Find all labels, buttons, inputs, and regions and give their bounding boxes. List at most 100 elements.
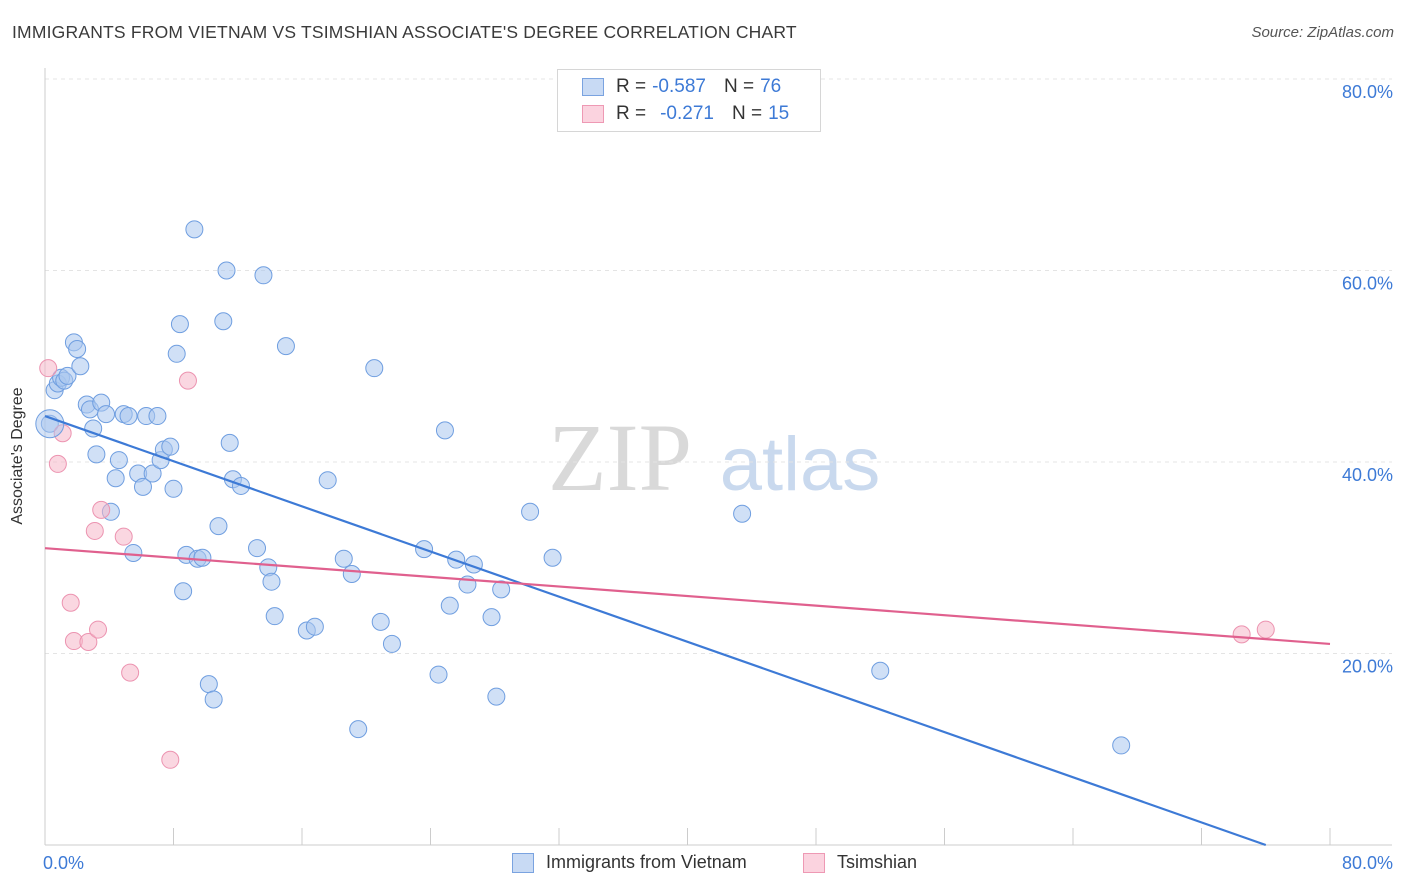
point-vietnam bbox=[487, 687, 506, 706]
point-vietnam bbox=[371, 612, 390, 631]
point-tsimshian bbox=[39, 359, 58, 378]
point-vietnam bbox=[334, 549, 353, 568]
point-vietnam bbox=[209, 517, 228, 536]
legend-n-label: N = bbox=[731, 103, 763, 124]
point-vietnam bbox=[185, 220, 204, 239]
legend-r-label: R = bbox=[616, 103, 647, 124]
trend-lines bbox=[44, 415, 1331, 847]
point-vietnam bbox=[204, 690, 223, 709]
point-vietnam bbox=[170, 315, 189, 334]
trend-line-vietnam bbox=[44, 415, 1267, 847]
point-vietnam bbox=[68, 340, 87, 359]
point-vietnam bbox=[382, 634, 401, 653]
point-vietnam bbox=[97, 405, 116, 424]
point-vietnam bbox=[543, 548, 562, 567]
point-vietnam bbox=[871, 661, 890, 680]
point-vietnam bbox=[58, 366, 77, 385]
point-vietnam bbox=[521, 502, 540, 521]
point-vietnam bbox=[109, 451, 128, 470]
point-vietnam bbox=[124, 543, 143, 562]
point-vietnam bbox=[482, 608, 501, 627]
bottom-legend-tsimshian: Tsimshian bbox=[803, 852, 917, 873]
bottom-legend-swatch-tsimshian bbox=[803, 852, 825, 873]
point-tsimshian bbox=[121, 663, 140, 682]
legend: R = -0.587 N = 76 R = -0.271 N = 15 bbox=[557, 69, 821, 132]
legend-r-value: -0.587 bbox=[652, 76, 706, 97]
point-tsimshian bbox=[61, 593, 80, 612]
point-vietnam bbox=[87, 445, 106, 464]
point-tsimshian bbox=[79, 633, 98, 652]
point-vietnam bbox=[174, 582, 193, 601]
source-label: Source: ZipAtlas.com bbox=[1251, 24, 1394, 41]
point-vietnam bbox=[167, 344, 186, 363]
point-vietnam bbox=[276, 337, 295, 356]
legend-r-value: -0.271 bbox=[660, 103, 714, 124]
legend-r-label: R = bbox=[616, 76, 647, 97]
legend-n-value: 15 bbox=[768, 103, 790, 124]
bottom-legend-swatch-vietnam bbox=[512, 852, 534, 873]
watermark-atlas: atlas bbox=[720, 422, 881, 507]
grid-lines bbox=[45, 78, 1392, 654]
trend-line-tsimshian bbox=[44, 547, 1331, 646]
point-tsimshian bbox=[161, 750, 180, 769]
bottom-legend-label-tsimshian: Tsimshian bbox=[837, 852, 918, 872]
chart-title: IMMIGRANTS FROM VIETNAM VS TSIMSHIAN ASS… bbox=[12, 22, 797, 42]
y-tick-label: 20.0% bbox=[1342, 657, 1393, 677]
point-vietnam bbox=[143, 464, 162, 483]
point-vietnam bbox=[119, 407, 138, 426]
point-vietnam bbox=[220, 433, 239, 452]
legend-swatch-vietnam bbox=[582, 78, 604, 96]
point-vietnam bbox=[349, 720, 368, 739]
point-vietnam bbox=[164, 479, 183, 498]
watermark-zip: ZIP bbox=[548, 404, 692, 511]
point-vietnam bbox=[733, 504, 752, 523]
point-tsimshian bbox=[178, 371, 197, 390]
legend-n-label: N = bbox=[723, 76, 755, 97]
point-tsimshian bbox=[1232, 625, 1251, 644]
legend-row-tsimshian: R = -0.271 N = 15 bbox=[582, 103, 789, 125]
point-vietnam bbox=[318, 471, 337, 490]
point-tsimshian bbox=[85, 521, 104, 540]
y-tick-label: 60.0% bbox=[1342, 274, 1393, 294]
point-vietnam bbox=[265, 607, 284, 626]
bottom-legend: Immigrants from Vietnam Tsimshian bbox=[0, 852, 1406, 878]
point-tsimshian bbox=[1256, 620, 1275, 639]
tick-labels: 20.0% 40.0% 60.0% 80.0% 0.0% 80.0% bbox=[43, 82, 1393, 873]
x-tick-label: 0.0% bbox=[43, 853, 84, 873]
y-axis-label: Associate's Degree bbox=[9, 387, 26, 525]
point-vietnam bbox=[193, 548, 212, 567]
y-tick-label: 40.0% bbox=[1342, 465, 1393, 485]
point-vietnam bbox=[429, 665, 448, 684]
axes bbox=[44, 68, 1392, 846]
point-vietnam bbox=[84, 419, 103, 438]
point-vietnam bbox=[199, 675, 218, 694]
point-vietnam-large bbox=[35, 409, 65, 439]
point-vietnam bbox=[435, 421, 454, 440]
point-tsimshian bbox=[114, 527, 133, 546]
bottom-legend-vietnam: Immigrants from Vietnam bbox=[512, 852, 747, 873]
point-vietnam bbox=[148, 407, 167, 426]
point-vietnam bbox=[492, 580, 511, 599]
point-vietnam bbox=[305, 617, 324, 636]
point-vietnam bbox=[106, 469, 125, 488]
legend-n-value: 76 bbox=[760, 76, 782, 97]
point-vietnam bbox=[217, 261, 236, 280]
legend-swatch-tsimshian bbox=[582, 105, 604, 123]
point-vietnam bbox=[248, 539, 267, 558]
watermark: ZIP atlas bbox=[548, 404, 880, 511]
point-vietnam bbox=[254, 266, 273, 285]
point-vietnam bbox=[262, 572, 281, 591]
point-vietnam bbox=[133, 477, 152, 496]
point-vietnam bbox=[440, 596, 459, 615]
legend-row-vietnam: R = -0.587 N = 76 bbox=[582, 76, 781, 98]
point-vietnam bbox=[1112, 736, 1131, 755]
point-tsimshian bbox=[89, 620, 108, 639]
point-vietnam bbox=[365, 359, 384, 378]
point-vietnam bbox=[214, 312, 233, 331]
data-points bbox=[35, 220, 1275, 769]
point-vietnam bbox=[342, 565, 361, 584]
bottom-legend-label-vietnam: Immigrants from Vietnam bbox=[546, 852, 747, 872]
x-tick-label: 80.0% bbox=[1342, 853, 1393, 873]
point-vietnam bbox=[161, 437, 180, 456]
